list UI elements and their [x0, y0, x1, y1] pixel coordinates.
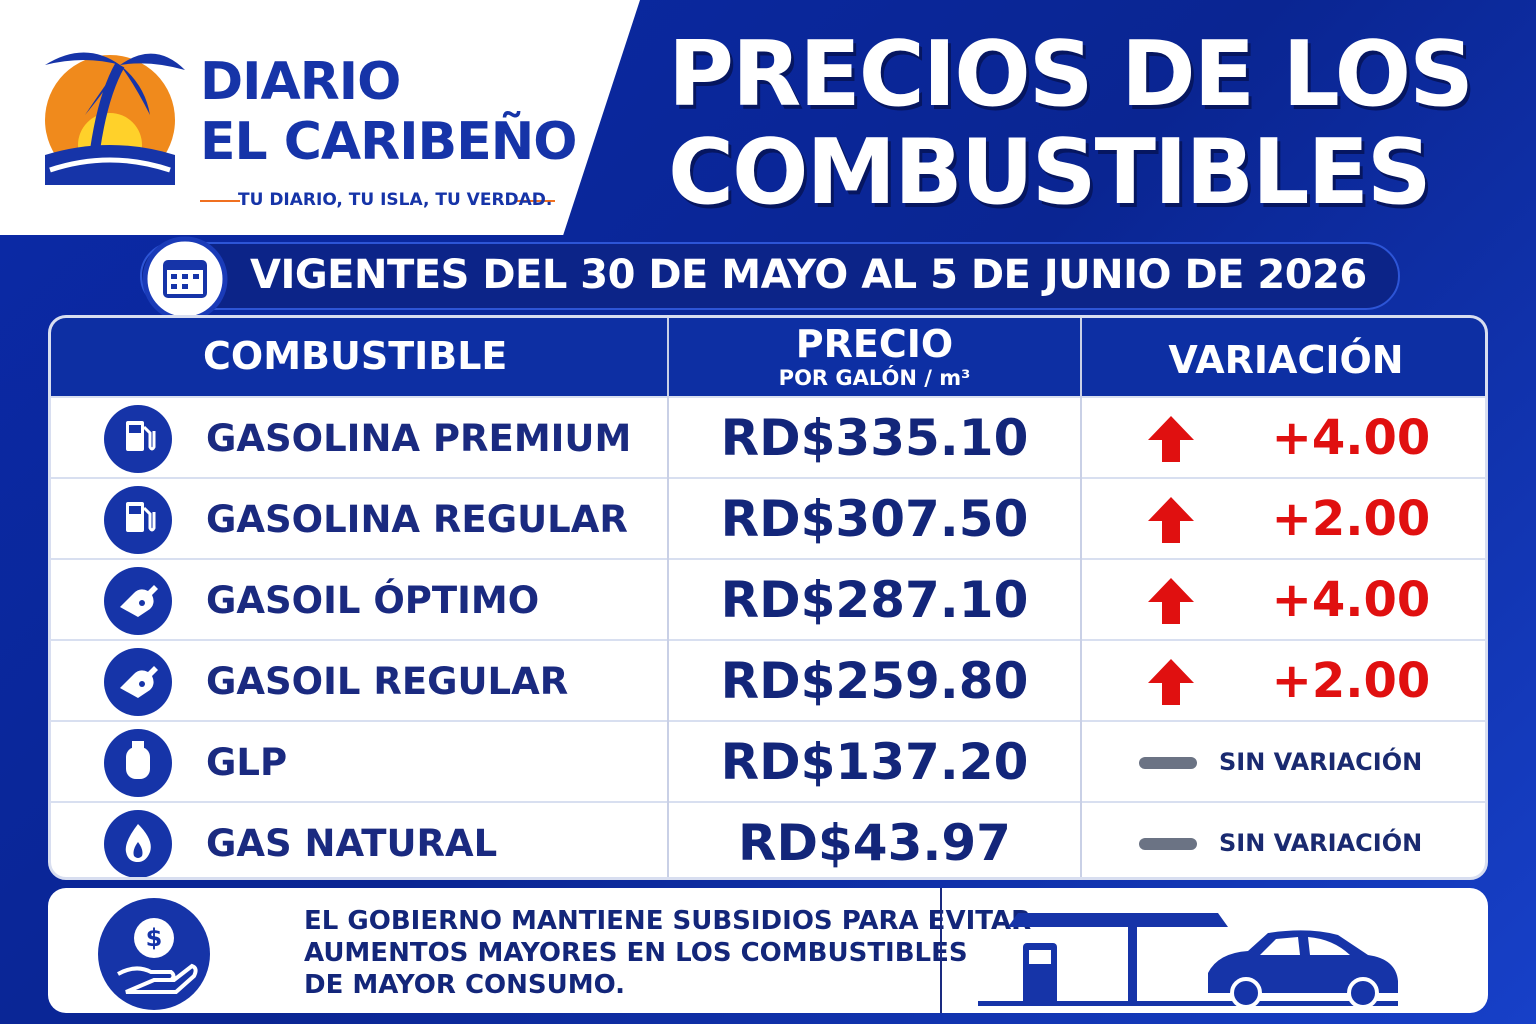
- fuel-price: RD$335.10: [720, 409, 1029, 467]
- table-row: GASOIL REGULAR RD$259.80 +2.00: [51, 639, 1485, 720]
- logo-name: DIARIO: [200, 52, 401, 112]
- fuel-price: RD$137.20: [720, 733, 1029, 791]
- title: PRECIOS DE LOS: [668, 22, 1474, 127]
- fuel-icon: [104, 648, 172, 716]
- table-row: GASOIL ÓPTIMO RD$287.10 +4.00: [51, 558, 1485, 639]
- price-table: COMBUSTIBLE PRECIO POR GALÓN / m³ VARIAC…: [48, 315, 1488, 880]
- table-header: [51, 318, 1485, 396]
- up-arrow: [1148, 416, 1194, 462]
- fuel-price: RD$259.80: [720, 652, 1029, 710]
- rule: [515, 200, 555, 202]
- fuel-price: RD$307.50: [720, 490, 1029, 548]
- header-cell: VARIACIÓN: [1168, 338, 1404, 382]
- header-cell: PRECIO: [795, 322, 954, 366]
- variation: +2.00: [1271, 491, 1431, 547]
- footer-divider: [940, 888, 942, 1013]
- dash: [1139, 838, 1197, 850]
- column-divider: [667, 318, 669, 877]
- variation: +2.00: [1271, 653, 1431, 709]
- up-arrow: [1148, 578, 1194, 624]
- variation: SIN VARIACIÓN: [1219, 748, 1423, 776]
- footer: $ EL GOBIERNO MANTIENE SUBSIDIOS PARA EV…: [48, 888, 1488, 1013]
- variation: +4.00: [1271, 410, 1431, 466]
- station-illustration: [978, 913, 1398, 1009]
- fuel-name: GAS NATURAL: [206, 822, 498, 865]
- logo-name: EL CARIBEÑO: [200, 112, 577, 172]
- up-arrow: [1148, 659, 1194, 705]
- footer-text: EL GOBIERNO MANTIENE SUBSIDIOS PARA EVIT…: [304, 906, 1032, 936]
- fuel-name: GASOLINA PREMIUM: [206, 417, 632, 460]
- fuel-icon: [104, 486, 172, 554]
- variation: SIN VARIACIÓN: [1219, 829, 1423, 857]
- logo-icon: [45, 52, 185, 185]
- fuel-price: RD$287.10: [720, 571, 1029, 629]
- variation: +4.00: [1271, 572, 1431, 628]
- svg-text:$: $: [146, 924, 163, 952]
- fuel-name: GASOIL REGULAR: [206, 660, 569, 703]
- column-divider: [1080, 318, 1082, 877]
- header-cell: COMBUSTIBLE: [203, 334, 508, 378]
- fuel-name: GASOLINA REGULAR: [206, 498, 628, 541]
- footer-text: DE MAYOR CONSUMO.: [304, 970, 626, 1000]
- calendar-icon: [142, 236, 228, 322]
- dash: [1139, 757, 1197, 769]
- header-cell: POR GALÓN / m³: [778, 366, 971, 390]
- table-row: GAS NATURAL RD$43.97 SIN VARIACIÓN: [51, 801, 1485, 877]
- date-bar: [140, 242, 1400, 310]
- table-row: GASOLINA REGULAR RD$307.50 +2.00: [51, 477, 1485, 558]
- fuel-icon: [104, 810, 172, 877]
- table-row: GASOLINA PREMIUM RD$335.10 +4.00: [51, 396, 1485, 477]
- fuel-icon: [104, 729, 172, 797]
- validity: VIGENTES DEL 30 DE MAYO AL 5 DE JUNIO DE…: [250, 252, 1367, 298]
- up-arrow: [1148, 497, 1194, 543]
- fuel-icon: [104, 405, 172, 473]
- fuel-name: GASOIL ÓPTIMO: [206, 579, 540, 622]
- footer-text: AUMENTOS MAYORES EN LOS COMBUSTIBLES: [304, 938, 968, 968]
- fuel-price: RD$43.97: [738, 814, 1011, 872]
- fuel-name: GLP: [206, 741, 288, 784]
- rule: [200, 200, 240, 202]
- subsidy-icon: $: [98, 898, 210, 1010]
- fuel-icon: [104, 567, 172, 635]
- table-row: GLP RD$137.20 SIN VARIACIÓN: [51, 720, 1485, 801]
- title: COMBUSTIBLES: [668, 120, 1432, 225]
- logo-tagline: TU DIARIO, TU ISLA, TU VERDAD.: [238, 190, 553, 210]
